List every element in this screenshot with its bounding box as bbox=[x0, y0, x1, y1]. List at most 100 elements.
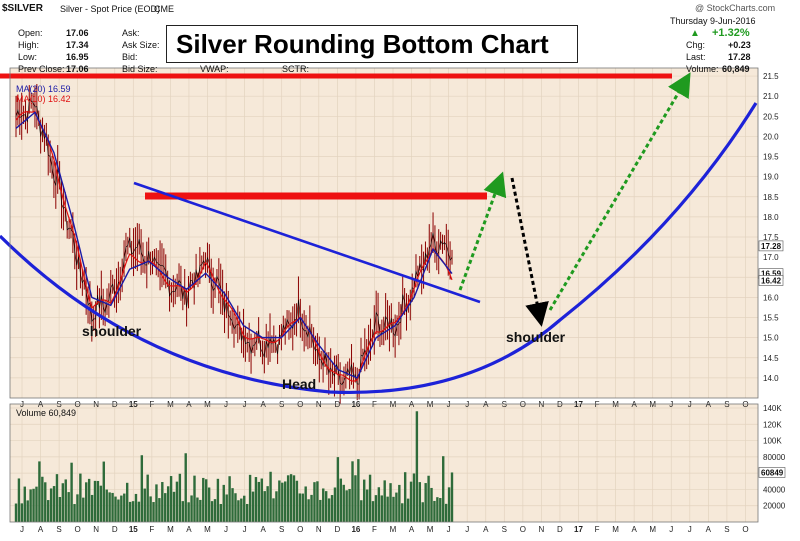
ask-label: Ask: bbox=[122, 28, 140, 38]
volume-bar bbox=[260, 478, 263, 522]
price-tick-label: 14.0 bbox=[763, 374, 779, 383]
up-arrow-icon: ▲ bbox=[690, 28, 700, 39]
volume-bar bbox=[82, 497, 85, 522]
volume-bar bbox=[409, 481, 413, 522]
volume-bar bbox=[99, 485, 103, 522]
x-tick-label: M bbox=[612, 525, 619, 534]
volume-bar bbox=[137, 501, 141, 522]
x-tick-label: S bbox=[279, 525, 284, 534]
volume-bar bbox=[333, 487, 337, 522]
volume-bar bbox=[254, 477, 258, 522]
volume-bar bbox=[363, 479, 366, 522]
x-tick-label: O bbox=[75, 400, 81, 409]
volume-tick-label: 80000 bbox=[763, 453, 786, 462]
chg-label: Chg: bbox=[686, 40, 706, 50]
volume-bar bbox=[342, 484, 345, 522]
volume-bar bbox=[292, 475, 296, 522]
x-tick-label: S bbox=[56, 525, 61, 534]
volume-bar bbox=[222, 484, 225, 522]
x-tick-label: O bbox=[297, 525, 303, 534]
x-tick-label: J bbox=[669, 525, 673, 534]
volume-bar bbox=[403, 472, 407, 522]
volume-bar bbox=[79, 473, 82, 522]
x-tick-label: D bbox=[334, 400, 340, 409]
volume-bar bbox=[421, 502, 424, 522]
x-tick-label: M bbox=[427, 400, 434, 409]
volume-bar bbox=[386, 496, 389, 522]
volume-bar bbox=[289, 474, 293, 522]
volume-bar bbox=[351, 461, 354, 522]
volume-bar bbox=[272, 498, 275, 522]
volume-bar bbox=[70, 462, 73, 522]
head-label: Head bbox=[282, 376, 317, 392]
x-tick-label: A bbox=[260, 525, 266, 534]
volume-bar bbox=[87, 478, 91, 522]
volume-bar bbox=[193, 475, 196, 522]
volume-bar bbox=[134, 493, 138, 522]
x-tick-label: J bbox=[224, 400, 228, 409]
x-tick-label: 15 bbox=[129, 400, 138, 409]
x-tick-label: J bbox=[224, 525, 228, 534]
x-tick-label: M bbox=[649, 400, 656, 409]
x-tick-label: A bbox=[483, 400, 489, 409]
volume-bar bbox=[93, 480, 97, 522]
volume-bar bbox=[310, 494, 313, 522]
price-tick-label: 15.5 bbox=[763, 314, 779, 323]
x-tick-label: A bbox=[706, 400, 712, 409]
volume-bar bbox=[23, 486, 26, 522]
x-tick-label: 17 bbox=[574, 400, 583, 409]
vwap-label: VWAP: bbox=[200, 64, 229, 74]
price-tick-label: 21.0 bbox=[763, 92, 779, 101]
volume-bar bbox=[140, 455, 144, 522]
low-value: 16.95 bbox=[66, 52, 89, 62]
x-tick-label: 16 bbox=[351, 525, 360, 534]
volume-bar bbox=[269, 471, 272, 522]
volume-bar bbox=[175, 481, 179, 522]
low-label: Low: bbox=[18, 52, 38, 62]
volume-bar bbox=[131, 501, 135, 522]
price-tick-label: 18.0 bbox=[763, 213, 779, 222]
x-tick-label: 17 bbox=[574, 525, 583, 534]
x-tick-label: A bbox=[409, 400, 415, 409]
x-tick-label: J bbox=[465, 400, 469, 409]
volume-bar bbox=[240, 498, 243, 522]
price-tick-label: 16.0 bbox=[763, 293, 779, 302]
volume-bar bbox=[415, 411, 419, 522]
volume-bar bbox=[61, 483, 65, 522]
price-badge-label: 16.42 bbox=[761, 276, 782, 285]
price-tick-label: 19.0 bbox=[763, 173, 779, 182]
price-tick-label: 14.5 bbox=[763, 354, 779, 363]
x-tick-label: 15 bbox=[129, 525, 138, 534]
volume-bar bbox=[210, 501, 214, 522]
volume-bar bbox=[213, 499, 217, 522]
ma10-line bbox=[15, 110, 453, 382]
price-tick-label: 17.0 bbox=[763, 253, 779, 262]
x-tick-label: A bbox=[38, 400, 44, 409]
volume-bar bbox=[357, 459, 360, 522]
x-tick-label: A bbox=[706, 525, 712, 534]
x-tick-label: F bbox=[149, 400, 154, 409]
volume-bar bbox=[395, 492, 398, 522]
volume-bar bbox=[55, 474, 59, 522]
prev-close-value: 17.06 bbox=[66, 64, 89, 74]
x-tick-label: J bbox=[465, 525, 469, 534]
price-badge bbox=[758, 240, 784, 252]
x-tick-label: O bbox=[742, 525, 748, 534]
volume-bar bbox=[178, 473, 182, 522]
volume-bar bbox=[360, 500, 363, 522]
volume-bar bbox=[377, 487, 381, 522]
volume-bar bbox=[319, 499, 322, 522]
volume-bar bbox=[46, 500, 50, 522]
volume-bar bbox=[444, 503, 448, 522]
x-tick-label: D bbox=[557, 525, 563, 534]
volume-bar bbox=[371, 501, 375, 522]
volume-bar bbox=[412, 473, 416, 522]
volume-bar bbox=[169, 476, 173, 522]
symbol: $SILVER bbox=[2, 3, 43, 14]
x-tick-label: M bbox=[390, 525, 397, 534]
last-value: 17.28 bbox=[728, 52, 751, 62]
volume-bar bbox=[365, 489, 369, 522]
projected-up-arrow bbox=[458, 171, 507, 291]
volume-bar bbox=[263, 491, 266, 522]
